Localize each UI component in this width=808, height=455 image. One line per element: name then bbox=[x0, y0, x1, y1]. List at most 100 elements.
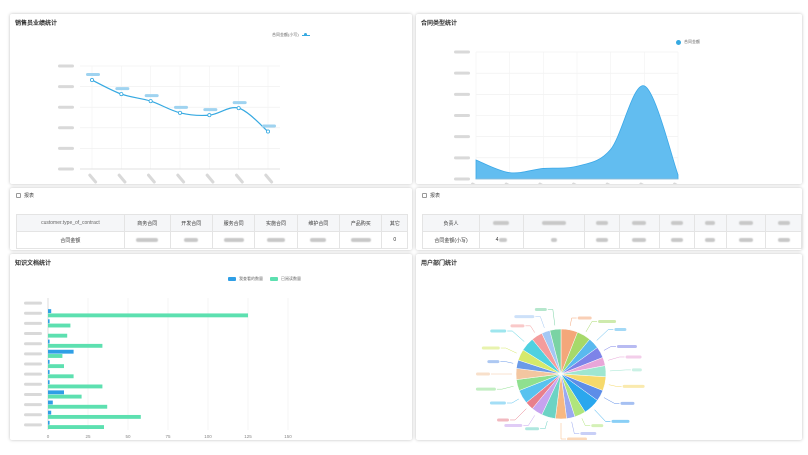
pie-leader-line bbox=[523, 415, 535, 426]
table-header-cell: customer.type_of_contract bbox=[16, 214, 125, 232]
pie-leader-line bbox=[596, 329, 614, 341]
bar-read bbox=[48, 364, 64, 369]
pie-leader-line bbox=[594, 409, 611, 422]
pie-label-redacted bbox=[611, 419, 630, 423]
sales-line-chart bbox=[58, 64, 280, 184]
data-point bbox=[207, 113, 212, 118]
bar-read bbox=[48, 384, 103, 389]
x-tick-label: 125 bbox=[244, 434, 252, 439]
table-cell: 0 bbox=[381, 231, 408, 249]
y-tick-label-redacted bbox=[24, 362, 42, 366]
table-cell-redacted bbox=[765, 214, 802, 232]
table-header-cell: 维护合同 bbox=[296, 214, 341, 232]
pie-label-redacted bbox=[625, 355, 642, 359]
pie-label-redacted bbox=[510, 324, 525, 328]
pie-leader-line bbox=[571, 421, 580, 434]
pie-label-redacted bbox=[481, 346, 500, 350]
y-tick-label-redacted bbox=[24, 423, 42, 427]
y-tick-label-redacted bbox=[58, 85, 74, 89]
report-left-table: customer.type_of_contract 商务合同 开发合同 服务合同… bbox=[16, 214, 408, 249]
table-row-label: 合同金额(小写) bbox=[422, 231, 480, 249]
table-cell-redacted bbox=[339, 231, 383, 249]
pie-label-redacted bbox=[490, 329, 507, 333]
bar-read bbox=[48, 354, 63, 358]
y-tick-label-redacted bbox=[24, 332, 42, 336]
table-cell-redacted bbox=[725, 231, 767, 249]
bar-viewed bbox=[48, 359, 50, 364]
bar-viewed bbox=[48, 370, 50, 374]
data-point bbox=[265, 129, 270, 134]
table-cell-redacted bbox=[725, 214, 767, 232]
data-point bbox=[90, 78, 95, 83]
pie-label-redacted bbox=[487, 360, 500, 364]
sales-legend[interactable]: 合同金额(小写) bbox=[272, 32, 310, 38]
bar-read bbox=[48, 425, 104, 429]
contract-legend-label: 合同金额 bbox=[684, 39, 700, 44]
pie-label-redacted bbox=[622, 384, 645, 388]
y-tick-label-redacted bbox=[24, 413, 42, 417]
report-right-header: 报表 bbox=[422, 192, 440, 199]
bar-viewed bbox=[48, 410, 52, 415]
legend-swatch-viewed bbox=[228, 277, 236, 281]
bar-viewed bbox=[48, 319, 50, 324]
x-tick-label-redacted bbox=[264, 173, 274, 184]
x-tick-label-redacted bbox=[176, 173, 186, 184]
pie-label-redacted bbox=[514, 315, 535, 319]
table-cell-redacted bbox=[296, 231, 341, 249]
table-cell-redacted bbox=[583, 231, 621, 249]
pie-slice bbox=[549, 328, 562, 375]
pie-leader-line bbox=[510, 408, 527, 421]
pie-leader-line bbox=[585, 321, 598, 332]
pie-label-redacted bbox=[476, 372, 490, 376]
contract-chart-title: 合同类型统计 bbox=[421, 21, 458, 27]
report-left-panel: 报表 customer.type_of_contract 商务合同 开发合同 服… bbox=[10, 188, 412, 250]
pie-leader-line bbox=[607, 356, 625, 361]
department-pie-chart bbox=[475, 308, 645, 440]
y-tick-label-redacted bbox=[454, 92, 470, 96]
legend-label-viewed: 我查看的数量 bbox=[239, 276, 263, 281]
bar-viewed bbox=[48, 420, 50, 425]
contract-legend-swatch bbox=[676, 39, 681, 45]
knowledge-bar-chart: 0 25 50 75 100 125 150 bbox=[24, 298, 292, 439]
y-tick-label-redacted bbox=[24, 403, 42, 407]
knowledge-legend[interactable]: 我查看的数量 已阅读数量 bbox=[228, 276, 301, 282]
table-cell-redacted bbox=[619, 231, 660, 249]
pie-leader-line bbox=[560, 423, 566, 440]
data-point bbox=[148, 99, 153, 104]
x-tick-label: 100 bbox=[204, 434, 212, 439]
data-point bbox=[177, 110, 182, 115]
x-tick-label-redacted bbox=[88, 173, 98, 184]
table-header-cell: 服务合同 bbox=[211, 214, 256, 232]
contract-type-panel: 合同类型统计 合同金额 bbox=[416, 14, 802, 184]
table-cell-redacted bbox=[694, 214, 727, 232]
pie-leader-line bbox=[569, 317, 577, 326]
data-point bbox=[119, 92, 124, 97]
table-header-cell: 其它 bbox=[381, 214, 408, 232]
pie-leader-line bbox=[609, 369, 631, 372]
bar-read bbox=[48, 414, 141, 419]
contract-legend[interactable]: 合同金额 bbox=[676, 39, 700, 45]
pie-leader-line bbox=[603, 397, 620, 404]
table-cell: 4 bbox=[479, 231, 524, 249]
data-label-redacted bbox=[144, 94, 159, 98]
table-cell-redacted bbox=[123, 231, 171, 249]
x-tick-label-redacted bbox=[538, 182, 551, 184]
x-tick-label-redacted bbox=[605, 182, 619, 184]
table-cell-redacted bbox=[765, 231, 802, 249]
pie-label-redacted bbox=[616, 345, 637, 349]
pie-leader-line bbox=[525, 325, 535, 333]
pie-label-redacted bbox=[504, 424, 523, 428]
y-tick-label-redacted bbox=[454, 135, 470, 139]
report-right-panel: 报表 负责人 合同金额(小写) 4 bbox=[416, 188, 802, 250]
table-cell-redacted bbox=[658, 231, 696, 249]
x-tick-label-redacted bbox=[234, 173, 244, 184]
legend-swatch-read bbox=[270, 277, 278, 281]
table-cell-redacted bbox=[619, 214, 660, 232]
sales-legend-swatch bbox=[301, 33, 310, 37]
bar-read bbox=[48, 394, 82, 399]
pie-leader-line bbox=[506, 398, 519, 404]
bar-viewed bbox=[48, 400, 53, 405]
pie-leader-line bbox=[603, 346, 616, 351]
data-label-redacted bbox=[262, 124, 276, 128]
data-label-redacted bbox=[174, 105, 188, 109]
